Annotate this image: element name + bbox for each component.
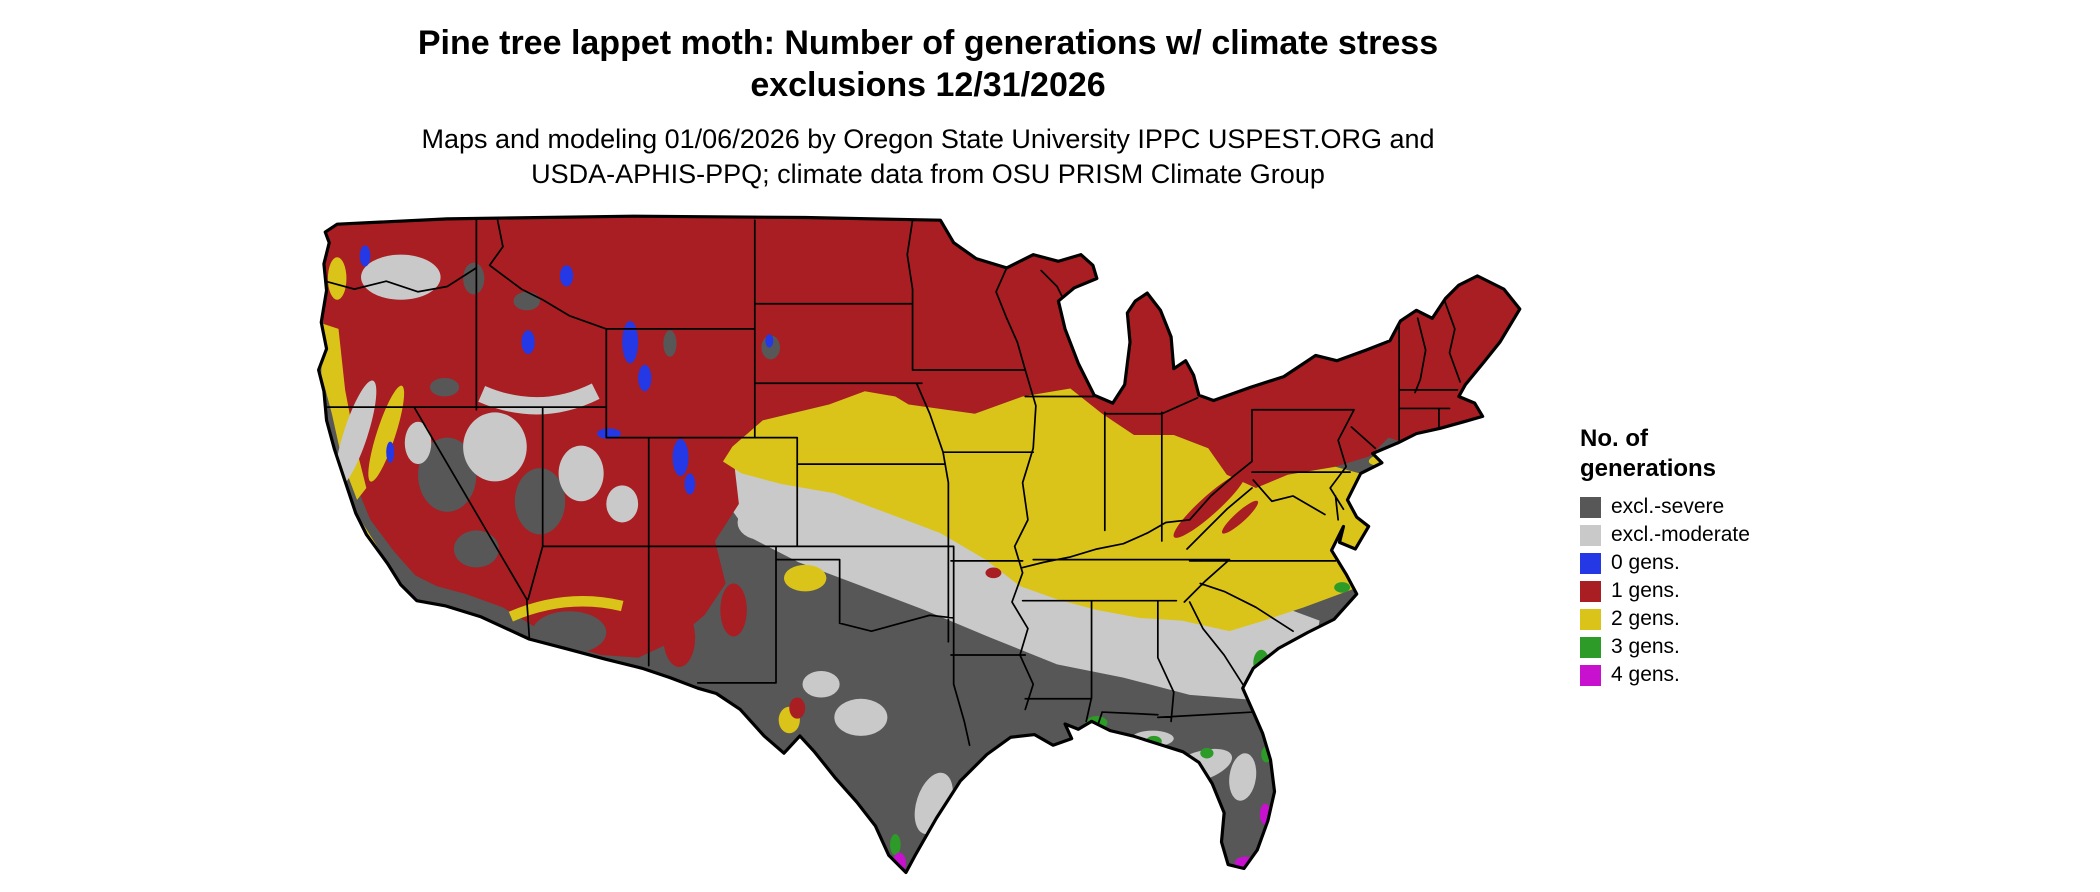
us-map-svg: [317, 214, 1522, 875]
state-borders: [321, 219, 1461, 747]
legend-swatch-4-gens: [1580, 664, 1601, 686]
legend-title: No. of generations: [1580, 424, 1960, 484]
legend-label-2-gens: 2 gens.: [1611, 607, 1680, 630]
region-1gens-appalachia: [985, 472, 1259, 579]
legend-swatch-excl-severe: [1580, 496, 1601, 518]
legend-swatch-excl-moderate: [1580, 524, 1601, 546]
legend-swatch-1-gens: [1580, 580, 1601, 602]
us-outline: [317, 214, 1522, 875]
map-title-line2: exclusions 12/31/2026: [750, 66, 1106, 104]
legend-items: excl.-severe excl.-moderate 0 gens. 1 ge…: [1580, 496, 1960, 686]
legend-item-2-gens: 2 gens.: [1580, 608, 1960, 630]
legend-label-excl-severe: excl.-severe: [1611, 495, 1725, 518]
legend-title-line1: No. of: [1580, 425, 1648, 452]
legend-swatch-3-gens: [1580, 636, 1601, 658]
map-title-line1: Pine tree lappet moth: Number of generat…: [417, 24, 1439, 62]
legend-swatch-0-gens: [1580, 552, 1601, 574]
legend-item-excl-moderate: excl.-moderate: [1580, 524, 1960, 546]
us-generations-map: [308, 206, 1541, 884]
legend-title-line2: generations: [1580, 455, 1717, 482]
legend-item-excl-severe: excl.-severe: [1580, 496, 1960, 518]
legend-label-4-gens: 4 gens.: [1611, 663, 1680, 686]
legend-item-4-gens: 4 gens.: [1580, 664, 1960, 686]
region-0gens-specks: [359, 245, 774, 495]
legend-label-1-gens: 1 gens.: [1611, 579, 1680, 602]
legend-label-excl-moderate: excl.-moderate: [1611, 523, 1750, 546]
legend-item-1-gens: 1 gens.: [1580, 580, 1960, 602]
legend-item-3-gens: 3 gens.: [1580, 636, 1960, 658]
map-subtitle-line1: Maps and modeling 01/06/2026 by Oregon S…: [421, 124, 1435, 154]
map-subtitle-line2: USDA-APHIS-PPQ; climate data from OSU PR…: [531, 159, 1325, 189]
legend: No. of generations excl.-severe excl.-mo…: [1580, 424, 1960, 686]
legend-label-3-gens: 3 gens.: [1611, 635, 1680, 658]
map-subtitle: Maps and modeling 01/06/2026 by Oregon S…: [0, 122, 1856, 192]
legend-label-0-gens: 0 gens.: [1611, 551, 1680, 574]
legend-item-0-gens: 0 gens.: [1580, 552, 1960, 574]
legend-swatch-2-gens: [1580, 608, 1601, 630]
map-title: Pine tree lappet moth: Number of generat…: [0, 22, 1856, 106]
